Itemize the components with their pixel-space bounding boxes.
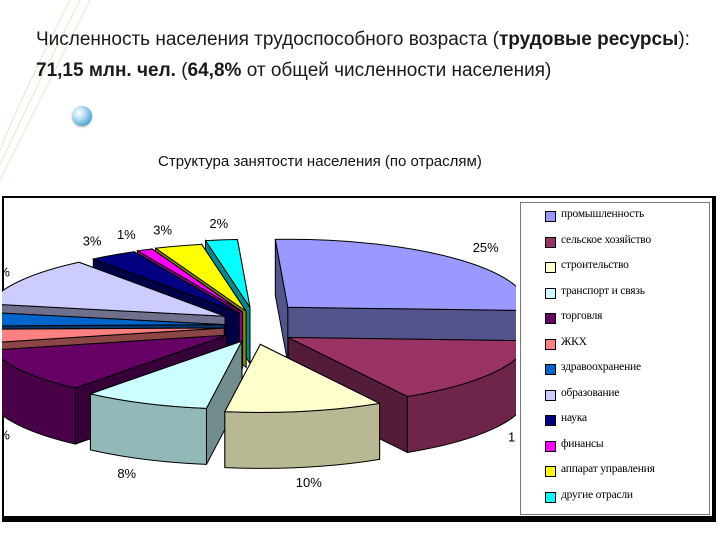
legend-item: сельское хозяйство <box>545 233 709 259</box>
legend-label: аппарат управления <box>561 463 655 475</box>
slide-heading: Численность населения трудоспособного во… <box>36 24 706 86</box>
heading-count: 71,15 млн. чел. <box>36 60 176 81</box>
legend-label: образование <box>561 386 620 399</box>
legend-label: транспорт и связь <box>561 284 645 297</box>
legend-swatch <box>545 364 556 375</box>
legend-swatch <box>545 466 556 477</box>
pie-slice <box>135 248 243 313</box>
legend-swatch <box>545 236 556 248</box>
pie-slice <box>2 327 225 343</box>
pie-slice <box>204 239 251 308</box>
pie-slice <box>154 243 247 312</box>
heading-text: от общей численности населения) <box>241 60 552 81</box>
pie-slice <box>224 343 382 413</box>
pie-slice <box>287 336 516 398</box>
legend-swatch <box>545 440 556 452</box>
slice-data-label: 10% <box>296 475 322 490</box>
legend-swatch <box>545 313 556 324</box>
slice-data-label: 8% <box>117 466 136 481</box>
decorative-lines <box>0 0 91 181</box>
legend-label: здравоохранение <box>561 361 641 373</box>
legend-swatch <box>545 338 556 350</box>
heading-term: трудовые ресурсы <box>498 29 679 50</box>
heading-percent: 64,8% <box>187 60 242 81</box>
legend-item: другие отрасли <box>545 488 709 514</box>
pie-slice <box>2 261 226 317</box>
legend-swatch <box>545 389 556 401</box>
pie-chart: 25% 15% 10% 8% 10% 11% 3% 1% 3% 2% <box>2 216 516 490</box>
legend-swatch <box>545 287 556 299</box>
heading-text: Численность населения трудоспособного во… <box>36 29 499 50</box>
legend-item: торговля <box>545 309 709 335</box>
slice-data-label: 15% <box>508 429 516 444</box>
chart-legend: промышленность сельское хозяйство строител… <box>520 202 710 515</box>
heading-text: ( <box>175 60 188 81</box>
bubble-bullet-icon <box>72 106 92 126</box>
pie-slice-side <box>224 402 381 469</box>
legend-item: строительство <box>545 258 709 284</box>
slice-data-label: 10% <box>2 427 10 442</box>
legend-label: промышленность <box>561 208 645 220</box>
legend-label: ЖКХ <box>561 335 587 348</box>
legend-label: финансы <box>561 437 604 450</box>
legend-item: транспорт и связь <box>545 284 709 310</box>
legend-label: сельское хозяйство <box>561 233 651 246</box>
pie-slice <box>91 251 240 314</box>
legend-item: ЖКХ <box>545 335 709 361</box>
legend-item: наука <box>545 411 709 437</box>
slice-data-label: 25% <box>473 240 499 255</box>
pie-slice <box>274 238 516 311</box>
pie-slice <box>2 312 225 327</box>
legend-item: здравоохранение <box>545 360 709 386</box>
legend-swatch <box>545 415 556 426</box>
slice-data-label: 3% <box>83 233 102 248</box>
legend-label: наука <box>561 412 587 424</box>
slice-data-label: 1% <box>117 227 136 242</box>
legend-swatch <box>545 491 556 503</box>
legend-swatch <box>545 262 556 273</box>
pie-slice <box>2 334 227 389</box>
legend-item: аппарат управления <box>545 462 709 488</box>
legend-item: промышленность <box>545 207 709 233</box>
legend-label: торговля <box>561 310 603 322</box>
heading-text: ): <box>678 29 690 50</box>
legend-item: образование <box>545 386 709 412</box>
legend-swatch <box>545 211 556 222</box>
legend-label: строительство <box>561 259 629 271</box>
slice-data-label: 2% <box>209 216 228 231</box>
slice-data-label: 3% <box>153 223 172 238</box>
legend-item: финансы <box>545 437 709 463</box>
chart-subtitle: Структура занятости населения (по отрасл… <box>158 153 482 170</box>
pie-slice <box>88 340 243 409</box>
slice-data-label: 11% <box>2 264 10 279</box>
legend-label: другие отрасли <box>561 488 633 501</box>
